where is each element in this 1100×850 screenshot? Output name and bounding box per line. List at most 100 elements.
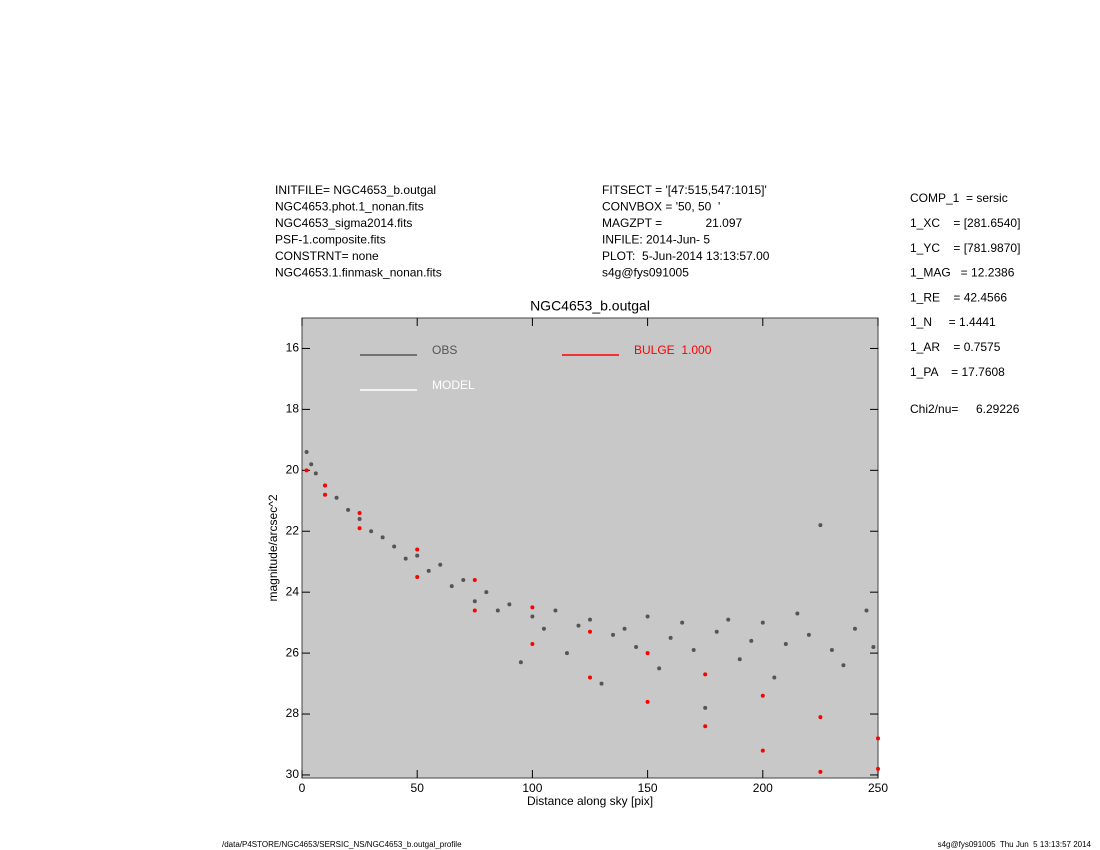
- point: [749, 638, 754, 643]
- point: [645, 614, 650, 619]
- point: [772, 675, 777, 680]
- header-line: NGC4653_sigma2014.fits: [275, 216, 412, 230]
- point: [449, 584, 454, 589]
- header-line: MAGZPT = 21.097: [602, 216, 742, 230]
- point: [415, 574, 420, 579]
- point: [518, 660, 523, 665]
- param: 1_YC = [781.9870]: [910, 241, 1020, 255]
- point: [818, 769, 823, 774]
- point: [309, 462, 314, 467]
- param: 1_RE = 42.4566: [910, 290, 1007, 304]
- point: [818, 523, 823, 528]
- y-tick-label: 16: [286, 341, 300, 355]
- chi2-value: 6.29226: [976, 402, 1020, 416]
- legend-label: MODEL: [432, 378, 475, 392]
- header-line: CONSTRNT= none: [275, 249, 379, 263]
- header-line: NGC4653.1.finmask_nonan.fits: [275, 266, 442, 280]
- y-tick-label: 20: [286, 462, 300, 476]
- header-line: PLOT: 5-Jun-2014 13:13:57.00: [602, 249, 770, 263]
- point: [829, 648, 834, 653]
- point: [507, 602, 512, 607]
- header-line: INFILE: 2014-Jun- 5: [602, 233, 710, 247]
- param: 1_PA = 17.7608: [910, 365, 1005, 379]
- y-tick-label: 30: [286, 767, 300, 781]
- point: [783, 641, 788, 646]
- header-line: PSF-1.composite.fits: [275, 233, 386, 247]
- plot-area: [301, 317, 879, 779]
- point: [703, 705, 708, 710]
- point: [313, 471, 318, 476]
- point: [818, 715, 823, 720]
- point: [726, 617, 731, 622]
- point: [426, 568, 431, 573]
- param: 1_AR = 0.7575: [910, 340, 1001, 354]
- point: [657, 666, 662, 671]
- point: [588, 675, 592, 680]
- param: 1_XC = [281.6540]: [910, 216, 1020, 230]
- header-line: s4g@fys091005: [602, 266, 689, 280]
- header-line: INITFILE= NGC4653_b.outgal: [275, 183, 436, 197]
- point: [530, 614, 535, 619]
- point: [680, 620, 685, 625]
- point: [357, 517, 362, 522]
- x-tick-label: 150: [638, 781, 658, 795]
- point: [346, 507, 351, 512]
- point: [576, 623, 581, 628]
- point: [806, 632, 811, 637]
- legend-label: OBS: [432, 343, 457, 357]
- point: [795, 611, 800, 616]
- y-tick-label: 22: [286, 523, 300, 537]
- point: [323, 483, 328, 488]
- point: [645, 699, 650, 704]
- x-tick-label: 0: [299, 781, 306, 795]
- x-tick-label: 100: [522, 781, 542, 795]
- x-tick-label: 250: [868, 781, 888, 795]
- point: [564, 651, 569, 656]
- point: [852, 626, 857, 631]
- chi2-label: Chi2/nu=: [910, 402, 958, 416]
- point: [415, 553, 420, 558]
- y-tick-label: 28: [286, 706, 300, 720]
- point: [357, 526, 362, 531]
- point: [541, 626, 546, 631]
- point: [304, 468, 309, 473]
- point: [415, 547, 420, 552]
- point: [737, 657, 742, 662]
- point: [760, 748, 765, 753]
- header-line: NGC4653.phot.1_nonan.fits: [275, 200, 424, 214]
- point: [634, 645, 639, 650]
- point: [703, 672, 708, 677]
- point: [691, 648, 696, 653]
- point: [611, 632, 616, 637]
- point: [703, 724, 708, 729]
- param: 1_N = 1.4441: [910, 315, 996, 329]
- footer-left: /data/P4STORE/NGC4653/SERSIC_NS/NGC4653_…: [222, 840, 462, 849]
- point: [588, 617, 592, 622]
- point: [876, 736, 880, 741]
- footer-right: s4g@fys091005 Thu Jun 5 13:13:57 2014: [938, 840, 1092, 849]
- x-axis-label: Distance along sky [pix]: [527, 794, 653, 808]
- y-tick-label: 26: [286, 645, 300, 659]
- y-axis-label: magnitude/arcsec^2: [266, 494, 280, 601]
- param: COMP_1 = sersic: [910, 191, 1008, 205]
- point: [472, 608, 477, 613]
- header-line: FITSECT = '[47:515,547:1015]': [602, 183, 767, 197]
- point: [495, 608, 500, 613]
- legend-label: BULGE 1.000: [634, 343, 712, 357]
- param: 1_MAG = 12.2386: [910, 266, 1015, 280]
- point: [864, 608, 869, 613]
- point: [438, 562, 443, 567]
- point: [622, 626, 627, 631]
- point: [472, 599, 477, 604]
- point: [461, 577, 466, 582]
- point: [380, 535, 385, 540]
- point: [403, 556, 408, 561]
- y-tick-label: 24: [286, 584, 300, 598]
- point: [369, 529, 374, 534]
- point: [714, 629, 719, 634]
- point: [599, 681, 604, 686]
- chart-title: NGC4653_b.outgal: [530, 298, 650, 314]
- header-line: CONVBOX = '50, 50 ': [602, 200, 720, 214]
- point: [668, 635, 673, 640]
- point: [530, 605, 535, 610]
